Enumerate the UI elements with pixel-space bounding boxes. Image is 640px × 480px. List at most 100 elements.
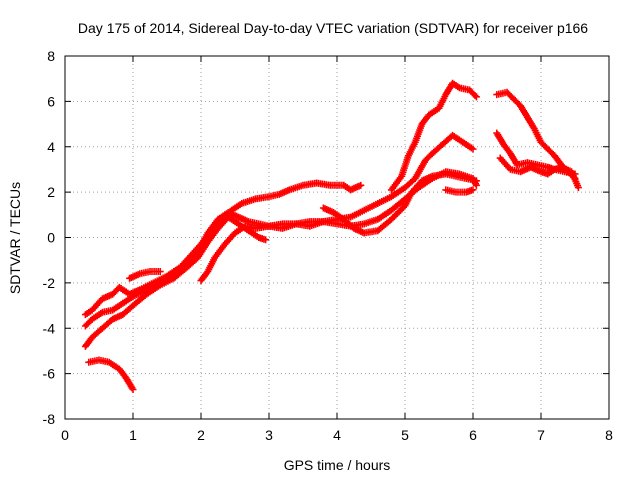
data-point	[374, 207, 394, 223]
data-point	[387, 203, 407, 223]
data-point	[170, 264, 190, 282]
data-point	[544, 167, 557, 178]
data-point	[472, 177, 480, 185]
data-point	[360, 200, 380, 214]
x-tick-label: 4	[333, 427, 341, 443]
series-arc-6	[197, 131, 477, 285]
data-point	[126, 271, 142, 282]
series-arc-5	[126, 268, 164, 282]
series-arc-8	[387, 79, 480, 194]
data-point	[449, 131, 465, 145]
series-arc-12	[496, 154, 579, 178]
data-point	[374, 194, 393, 207]
data-point	[122, 374, 136, 392]
data-point	[231, 223, 247, 237]
data-point	[421, 151, 435, 164]
data-point	[81, 307, 94, 319]
x-tick-label: 1	[129, 427, 137, 443]
data-point	[129, 287, 149, 300]
data-point	[387, 185, 407, 201]
data-point	[503, 88, 516, 102]
data-point	[88, 326, 105, 341]
data-point	[340, 215, 356, 231]
series-arc-9	[442, 186, 477, 196]
data-point	[530, 125, 544, 144]
data-point	[197, 269, 211, 285]
data-point	[466, 86, 479, 99]
data-point	[404, 140, 418, 160]
x-tick-label: 2	[197, 427, 205, 443]
x-axis-label: GPS time / hours	[284, 457, 391, 473]
data-marks	[81, 79, 582, 394]
data-point	[347, 207, 366, 221]
data-point	[105, 358, 122, 372]
x-tick-label: 0	[61, 427, 69, 443]
data-point	[204, 256, 218, 275]
data-point	[387, 174, 404, 194]
data-point	[517, 102, 530, 120]
data-point	[119, 303, 135, 319]
data-point	[88, 296, 105, 314]
data-point	[493, 129, 507, 147]
data-point	[357, 181, 365, 189]
data-point	[387, 196, 407, 214]
data-point	[129, 292, 149, 310]
x-tick-label: 8	[605, 427, 613, 443]
data-point	[183, 255, 200, 271]
data-point	[204, 226, 221, 246]
data-point	[544, 145, 557, 158]
data-point	[81, 317, 95, 330]
data-point	[183, 244, 204, 266]
data-point	[411, 158, 428, 182]
x-tick-label: 3	[265, 427, 273, 443]
data-point	[428, 142, 445, 158]
data-point	[551, 152, 564, 167]
data-point	[194, 240, 211, 262]
data-point	[115, 365, 129, 381]
data-point	[204, 217, 221, 237]
data-point	[435, 93, 449, 112]
data-point	[469, 145, 477, 153]
y-tick-label: 0	[47, 230, 55, 246]
y-tick-label: -8	[43, 411, 56, 427]
data-point	[238, 196, 257, 207]
data-point	[224, 213, 241, 227]
data-point	[109, 300, 125, 314]
data-point	[500, 141, 513, 156]
series-arc-3	[81, 213, 270, 350]
data-point	[449, 79, 462, 91]
y-tick-label: -4	[43, 320, 56, 336]
data-point	[136, 280, 155, 294]
y-tick-label: 6	[47, 93, 55, 109]
data-point	[537, 138, 550, 152]
data-point	[251, 193, 271, 203]
data-point	[156, 275, 176, 289]
y-tick-label: -6	[43, 366, 56, 382]
data-point	[98, 317, 115, 332]
data-point	[143, 282, 162, 298]
y-axis-label: SDTVAR / TECUs	[7, 182, 23, 294]
data-point	[119, 294, 135, 307]
chart-title: Day 175 of 2014, Sidereal Day-to-day VTE…	[78, 20, 588, 36]
x-tick-label: 6	[469, 427, 477, 443]
data-point	[459, 138, 475, 152]
axis-ticks: 0 1 2 3 4 5 6 7 8 -8 -6 -4 -2 0 2 4 6 8	[43, 48, 614, 443]
data-point	[472, 93, 480, 101]
y-tick-label: 8	[47, 48, 55, 64]
data-point	[170, 260, 190, 278]
series-arc-4	[85, 356, 137, 394]
data-point	[496, 154, 513, 172]
data-point	[313, 179, 332, 189]
data-point	[401, 190, 415, 210]
data-point	[262, 236, 270, 244]
data-point	[425, 105, 441, 119]
data-point	[374, 217, 394, 235]
data-point	[401, 176, 418, 192]
data-point	[523, 113, 537, 131]
data-point	[211, 242, 227, 262]
data-point	[221, 231, 237, 248]
data-point	[506, 150, 520, 167]
y-tick-label: -2	[43, 275, 56, 291]
data-point	[510, 95, 523, 109]
